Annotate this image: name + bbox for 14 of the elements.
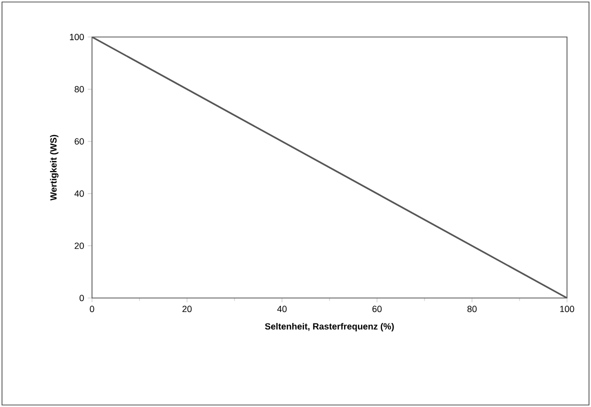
x-tick-label: 60 (372, 306, 382, 312)
x-tick-label: 100 (560, 306, 574, 312)
y-tick-label: 40 (74, 190, 84, 197)
y-tick-label: 80 (74, 86, 84, 92)
y-tick-label: 60 (74, 138, 84, 145)
x-axis-title: Seltenheit, Rasterfrequenz (%) (265, 322, 394, 332)
x-tick-label: 0 (90, 306, 94, 312)
y-tick-label: 0 (80, 294, 84, 302)
x-tick-label: 20 (182, 306, 192, 312)
y-tick-label: 100 (70, 34, 84, 40)
x-tick-label: 80 (467, 306, 477, 312)
y-axis-title: Wertigkeit (WS) (50, 134, 58, 201)
y-tick-label: 20 (74, 242, 84, 249)
x-tick-label: 40 (277, 306, 287, 312)
